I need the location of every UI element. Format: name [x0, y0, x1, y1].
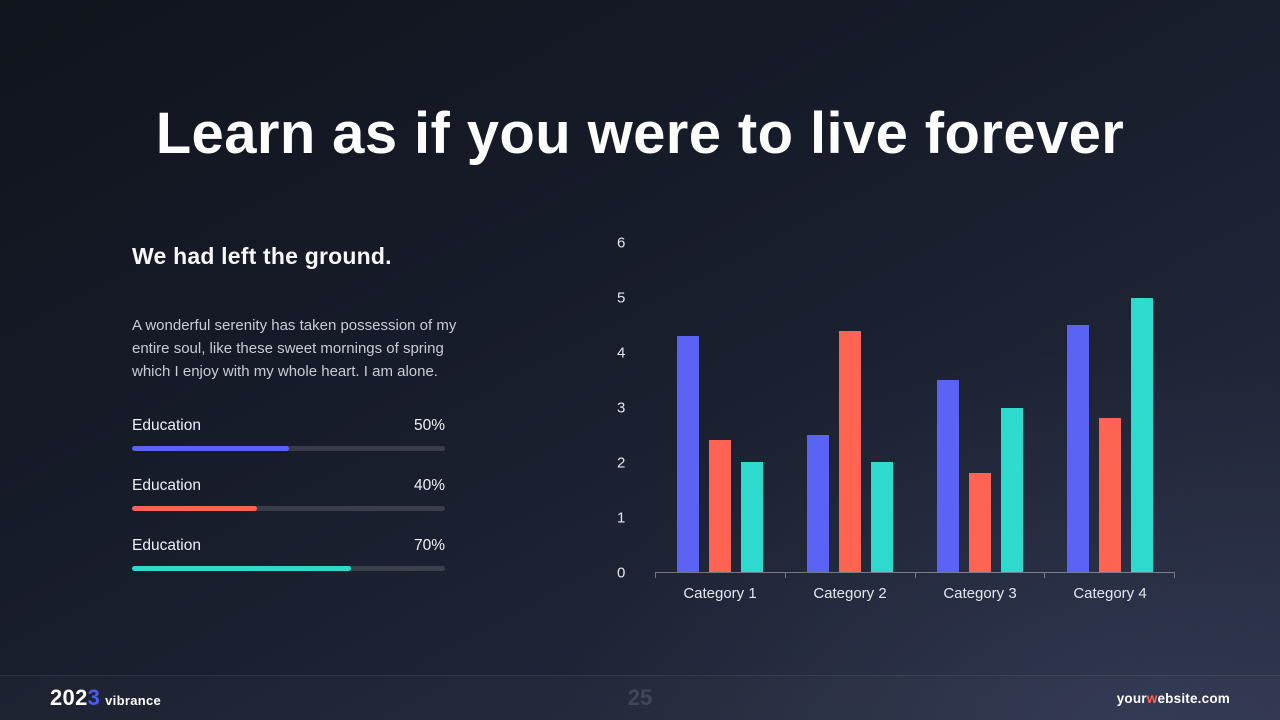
footer: 2023 vibrance 25 yourwebsite.com [0, 675, 1280, 720]
section-subtitle: We had left the ground. [132, 243, 392, 269]
bar-group [1045, 243, 1175, 572]
y-axis-label: 6 [617, 234, 626, 252]
teal-bar [1131, 297, 1153, 572]
website-suffix: ebsite.com [1157, 690, 1230, 706]
y-axis-label: 0 [617, 564, 626, 582]
website-link[interactable]: yourwebsite.com [1117, 691, 1230, 706]
x-ticks [655, 573, 1175, 578]
x-axis-label: Category 2 [813, 585, 887, 602]
x-axis: Category 1 Category 2 Category 3 Category 4 [655, 585, 1175, 602]
slide-title: Learn as if you were to live forever [155, 101, 1125, 166]
orange-bar [839, 330, 861, 572]
axis-tick [1174, 573, 1175, 578]
y-axis-label: 4 [617, 344, 626, 362]
orange-bar [969, 473, 991, 572]
plot-wrap: Category 1 Category 2 Category 3 Category 4 [655, 243, 1175, 602]
logo-year-prefix: 202 [50, 685, 88, 710]
website-accent: w [1146, 690, 1158, 706]
progress-fill [132, 566, 352, 571]
logo-year: 2023 [50, 685, 100, 711]
progress-list: Education 50% Education 40% Education 70% [132, 417, 445, 571]
progress-fill [132, 506, 258, 511]
logo-brand: vibrance [105, 693, 162, 708]
y-axis: 0 1 2 3 4 5 6 [617, 236, 629, 581]
progress-value: 70% [413, 537, 445, 554]
blue-bar [937, 380, 959, 572]
progress-item: Education 50% [132, 417, 445, 451]
bar-group [655, 243, 785, 572]
blue-bar [1067, 325, 1089, 572]
bar-group [785, 243, 915, 572]
logo-year-accent: 3 [87, 685, 101, 710]
progress-item: Education 70% [132, 537, 445, 571]
progress-fill [132, 446, 289, 451]
y-axis-label: 5 [617, 289, 626, 307]
y-axis-label: 1 [617, 509, 626, 527]
progress-label: Education [132, 477, 201, 494]
axis-tick [914, 573, 916, 578]
blue-bar [807, 434, 829, 572]
progress-track [132, 446, 445, 451]
slide-content: We had left the ground. A wonderful sere… [132, 236, 1175, 602]
progress-item: Education 40% [132, 477, 445, 511]
bar-group [915, 243, 1045, 572]
orange-bar [709, 440, 731, 572]
x-axis-label: Category 4 [1073, 585, 1147, 602]
teal-bar [741, 462, 763, 572]
x-axis-label: Category 1 [683, 585, 757, 602]
chart-plot [655, 243, 1175, 573]
progress-track [132, 506, 445, 511]
orange-bar [1099, 418, 1121, 572]
body-paragraph: A wonderful serenity has taken possessio… [132, 317, 457, 380]
y-axis-label: 2 [617, 454, 626, 472]
progress-head: Education 70% [132, 537, 445, 555]
progress-track [132, 566, 445, 571]
page-number: 25 [627, 685, 653, 710]
text-column: We had left the ground. A wonderful sere… [132, 243, 477, 602]
progress-value: 40% [413, 477, 445, 494]
progress-head: Education 50% [132, 417, 445, 435]
teal-bar [871, 462, 893, 572]
axis-tick [655, 573, 656, 578]
teal-bar [1001, 407, 1023, 572]
website-prefix: your [1116, 690, 1147, 706]
blue-bar [677, 336, 699, 572]
x-axis-label: Category 3 [943, 585, 1017, 602]
logo-2023-vibrance: 2023 vibrance [50, 685, 161, 711]
axis-tick [784, 573, 786, 578]
progress-label: Education [132, 537, 201, 554]
progress-head: Education 40% [132, 477, 445, 495]
progress-label: Education [132, 417, 201, 434]
y-axis-label: 3 [617, 399, 626, 417]
axis-tick [1044, 573, 1046, 578]
progress-value: 50% [413, 417, 445, 434]
